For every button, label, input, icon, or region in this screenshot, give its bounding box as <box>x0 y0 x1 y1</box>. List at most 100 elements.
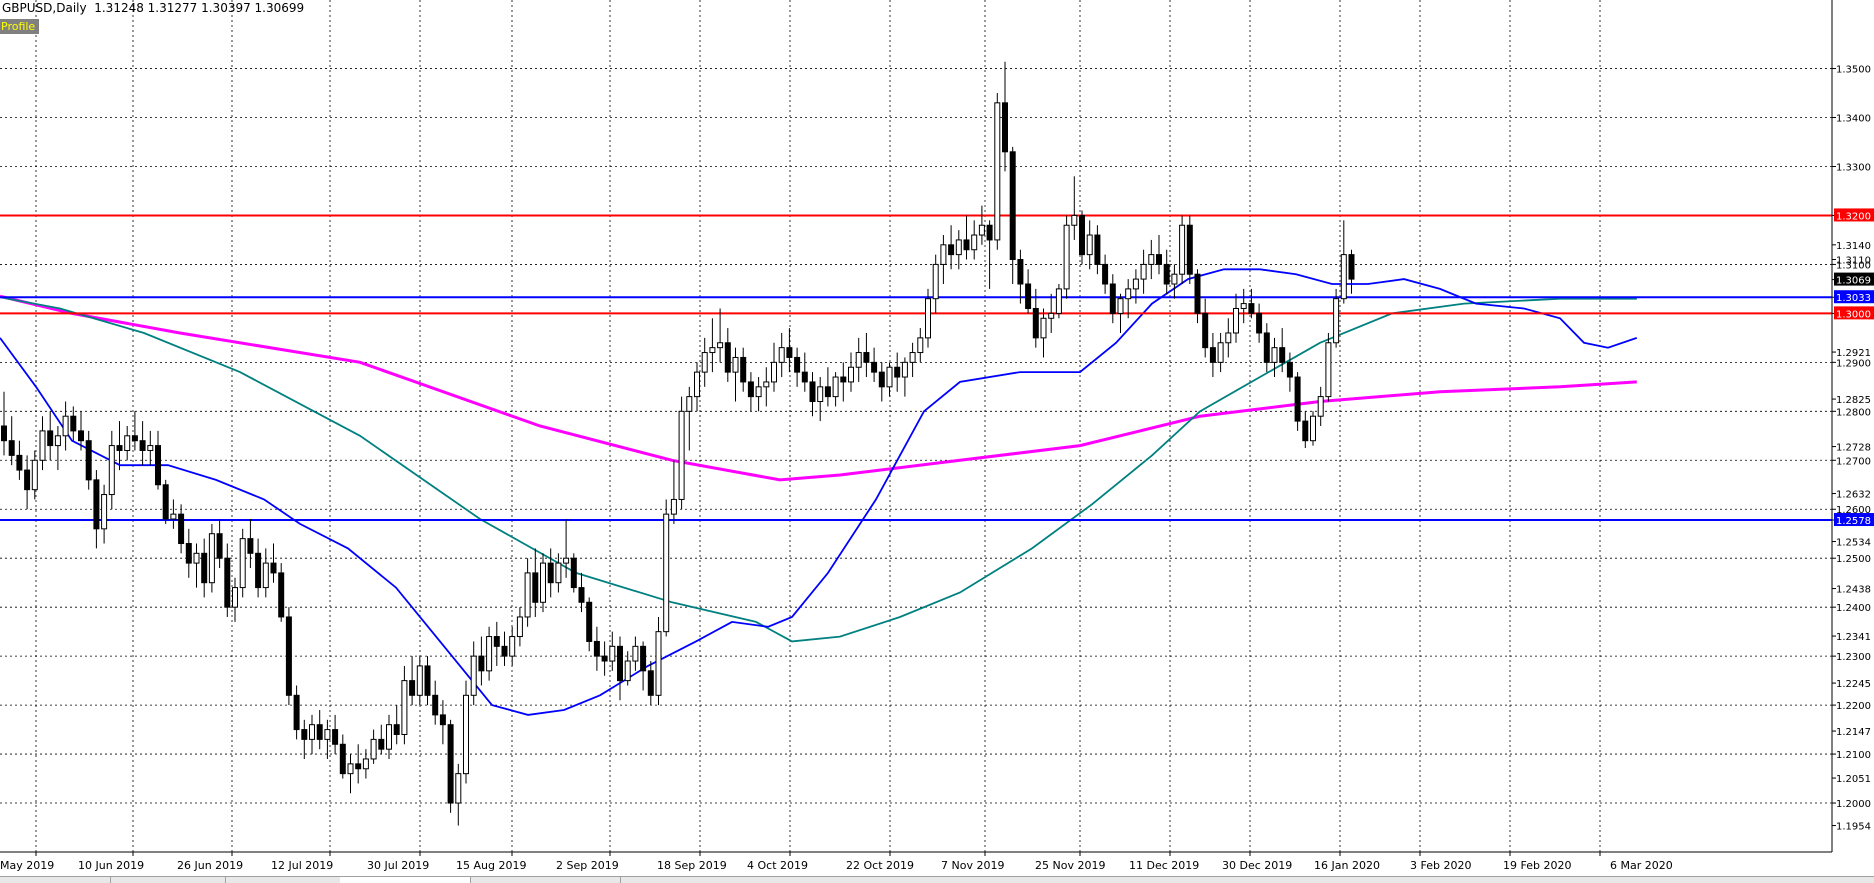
candle-bear <box>1109 283 1116 314</box>
candle-bull <box>370 738 377 760</box>
candle-bull <box>909 352 916 363</box>
candle <box>224 543 231 617</box>
candle-bear <box>332 729 339 745</box>
candle <box>1202 298 1209 358</box>
candle-bear <box>493 636 500 647</box>
candle <box>1271 337 1278 378</box>
candle <box>1217 332 1224 373</box>
price-tick-label: 1.3300 <box>1836 162 1871 173</box>
candle <box>493 621 500 666</box>
candle <box>185 528 192 578</box>
candle-bull <box>486 636 493 672</box>
candle <box>170 499 177 529</box>
chart-tab-active[interactable] <box>340 877 471 883</box>
candle-bear <box>316 724 323 740</box>
candle-bear <box>70 415 77 432</box>
candle <box>709 318 716 373</box>
candle-bull <box>1071 214 1078 226</box>
price-tick-label: 1.2400 <box>1836 603 1871 614</box>
candle-bull <box>1225 332 1232 344</box>
candle-bear <box>532 572 539 603</box>
candle-bear <box>547 562 554 584</box>
candle-bull <box>917 337 924 354</box>
candle <box>932 254 939 314</box>
time-tick-label: 12 Jul 2019 <box>271 859 333 872</box>
candle-bear <box>1256 312 1263 334</box>
candle-bear <box>447 724 454 804</box>
candle <box>601 641 608 676</box>
price-tick-label: 1.2341 <box>1836 632 1871 643</box>
candle-bear <box>162 484 169 520</box>
chart-tab[interactable] <box>0 877 111 883</box>
price-tick-label: 1.2051 <box>1836 774 1871 785</box>
candle-bull <box>701 352 708 373</box>
moving-average-line <box>0 268 1638 716</box>
candle-bear <box>339 743 346 775</box>
price-tick-label: 1.2600 <box>1836 505 1871 516</box>
candle <box>101 484 108 544</box>
candle <box>855 337 862 382</box>
candle-bear <box>78 430 84 442</box>
price-axis: 1.3500 1.3400 1.3300 1.3200 1.3140 1.31101.31… <box>1831 0 1874 882</box>
candle-bear <box>1302 420 1309 442</box>
candle <box>694 362 700 412</box>
time-tick-label: 2 Sep 2019 <box>556 859 619 872</box>
candle <box>239 528 246 598</box>
candle-bull <box>524 572 531 618</box>
candle <box>1102 254 1109 294</box>
candle <box>686 386 693 451</box>
chart-tab-bar <box>0 876 1874 883</box>
candlesticks <box>1 61 1355 826</box>
candle-bear <box>1202 312 1209 349</box>
candle-bear <box>1156 254 1162 265</box>
candle-bull <box>39 430 46 461</box>
candle-bear <box>1025 283 1032 309</box>
candle <box>432 680 439 725</box>
candle <box>717 308 724 363</box>
candle <box>124 426 131 461</box>
candle <box>278 563 285 622</box>
candle <box>963 215 970 260</box>
candle <box>339 734 346 779</box>
candle <box>1317 386 1324 426</box>
candle-bull <box>1310 415 1316 442</box>
time-tick-label: 30 Jul 2019 <box>367 859 429 872</box>
candle-bear <box>409 680 416 696</box>
chart-tab[interactable] <box>110 877 226 883</box>
candle-bear <box>747 381 754 398</box>
chart-tab[interactable] <box>225 877 341 883</box>
candle <box>1055 284 1062 319</box>
candle <box>1310 411 1316 446</box>
price-tick-label: 1.3100 <box>1836 260 1871 271</box>
profile-badge[interactable]: Profile <box>0 19 40 34</box>
candle <box>201 538 208 598</box>
time-tick-label: 15 Aug 2019 <box>456 859 526 872</box>
candle-bull <box>855 352 862 368</box>
price-tick-label: 1.3110 <box>1836 256 1871 267</box>
candle-bull <box>62 415 69 437</box>
candle-bull <box>1117 298 1124 314</box>
candle <box>1032 288 1039 348</box>
candle <box>1002 61 1008 172</box>
candle-bull <box>1217 342 1224 363</box>
candle <box>270 543 277 583</box>
price-tick-label: 1.2900 <box>1836 358 1871 369</box>
candle-bear <box>863 352 870 363</box>
candle-bull <box>848 366 854 383</box>
price-tag <box>1834 513 1874 527</box>
candle-bull <box>1055 288 1062 314</box>
price-tick-label: 1.2825 <box>1836 395 1871 406</box>
time-tick-label: 22 Oct 2019 <box>846 859 914 872</box>
chart-tab[interactable] <box>470 877 621 883</box>
candle-bear <box>1248 303 1255 314</box>
moving-averages <box>0 268 1638 716</box>
candle <box>578 572 585 613</box>
candle <box>162 479 169 524</box>
candle-bear <box>871 361 878 373</box>
candle-bull <box>755 386 762 398</box>
candle-bear <box>894 366 901 378</box>
candle-bull <box>1271 347 1278 363</box>
candle-bull <box>694 371 700 398</box>
candle-bear <box>293 694 300 731</box>
